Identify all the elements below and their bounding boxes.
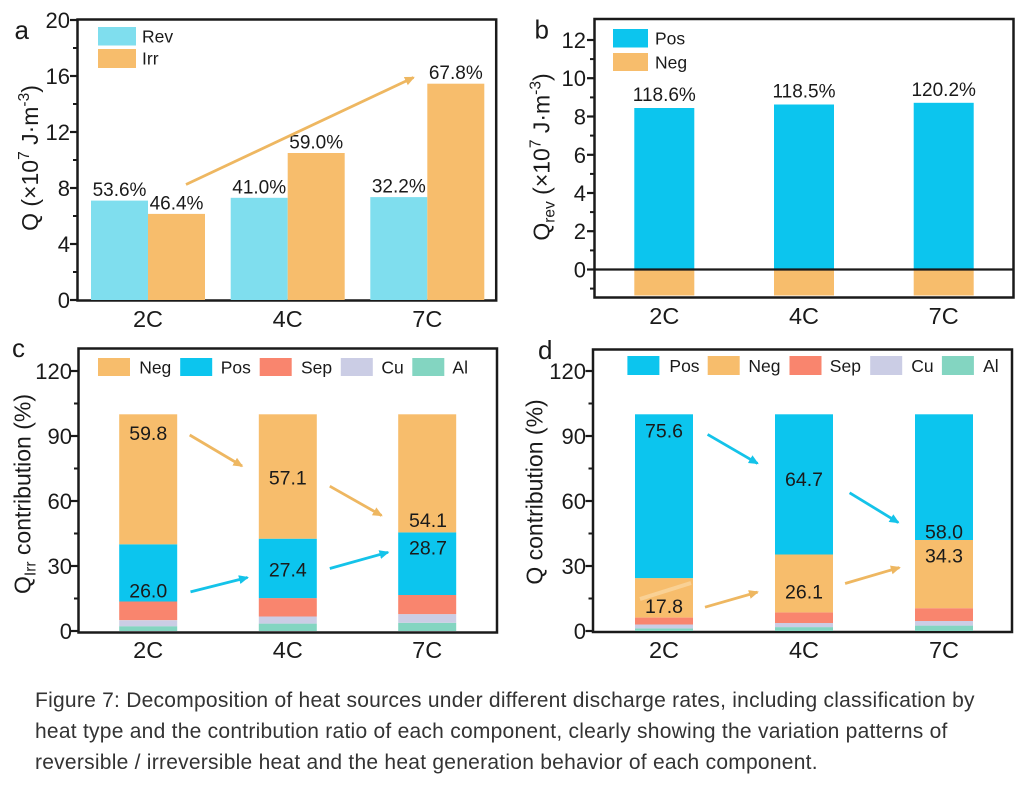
- svg-text:28.7: 28.7: [409, 538, 447, 560]
- svg-text:8: 8: [58, 176, 70, 201]
- svg-text:4: 4: [574, 181, 586, 206]
- svg-text:17.8: 17.8: [645, 596, 683, 618]
- svg-text:2: 2: [574, 219, 586, 244]
- svg-text:Neg: Neg: [748, 356, 780, 376]
- svg-text:Pos: Pos: [669, 356, 699, 376]
- svg-text:58.0: 58.0: [925, 521, 963, 543]
- svg-text:Sep: Sep: [830, 356, 861, 376]
- svg-text:Sep: Sep: [301, 358, 332, 378]
- svg-text:54.1: 54.1: [409, 510, 447, 532]
- svg-text:2C: 2C: [649, 303, 679, 329]
- svg-text:120: 120: [35, 359, 72, 384]
- svg-text:120.2%: 120.2%: [911, 80, 976, 101]
- svg-text:4C: 4C: [789, 303, 819, 329]
- svg-text:60: 60: [562, 489, 586, 514]
- svg-text:Al: Al: [452, 358, 468, 378]
- svg-text:Rev: Rev: [142, 27, 173, 47]
- svg-text:26.0: 26.0: [129, 581, 167, 603]
- svg-text:12: 12: [46, 120, 70, 145]
- svg-text:Neg: Neg: [139, 358, 171, 378]
- svg-text:0: 0: [60, 619, 72, 644]
- svg-text:27.4: 27.4: [269, 560, 307, 582]
- svg-text:60: 60: [48, 489, 72, 514]
- svg-text:Cu: Cu: [911, 356, 933, 376]
- svg-text:a: a: [15, 15, 30, 45]
- svg-text:Pos: Pos: [655, 29, 685, 49]
- svg-text:d: d: [538, 335, 552, 365]
- svg-text:53.6%: 53.6%: [93, 180, 147, 201]
- svg-text:120: 120: [549, 359, 586, 384]
- svg-text:c: c: [12, 333, 25, 363]
- svg-text:7C: 7C: [929, 303, 959, 329]
- svg-text:6: 6: [574, 143, 586, 168]
- svg-text:4C: 4C: [789, 637, 819, 663]
- svg-text:0: 0: [574, 619, 586, 644]
- svg-text:46.4%: 46.4%: [150, 193, 204, 214]
- svg-text:59.0%: 59.0%: [289, 133, 343, 154]
- svg-text:4C: 4C: [273, 637, 303, 663]
- svg-text:90: 90: [48, 424, 72, 449]
- svg-text:4C: 4C: [273, 306, 303, 332]
- svg-text:Cu: Cu: [381, 358, 403, 378]
- svg-text:26.1: 26.1: [785, 581, 823, 603]
- svg-text:75.6: 75.6: [645, 421, 683, 443]
- svg-text:32.2%: 32.2%: [372, 177, 426, 198]
- svg-text:8: 8: [574, 105, 586, 130]
- svg-text:59.8: 59.8: [129, 423, 167, 445]
- svg-text:118.5%: 118.5%: [772, 82, 835, 103]
- svg-text:16: 16: [46, 64, 70, 89]
- svg-text:64.7: 64.7: [785, 469, 823, 491]
- svg-text:0: 0: [574, 258, 586, 283]
- svg-text:30: 30: [562, 554, 586, 579]
- svg-text:90: 90: [562, 424, 586, 449]
- svg-text:41.0%: 41.0%: [232, 177, 286, 198]
- svg-text:Q contribution (%): Q contribution (%): [522, 399, 548, 584]
- svg-text:57.1: 57.1: [269, 468, 307, 490]
- svg-text:2C: 2C: [133, 637, 163, 663]
- svg-text:0: 0: [58, 288, 70, 313]
- svg-text:b: b: [535, 15, 549, 45]
- svg-text:20: 20: [46, 8, 70, 33]
- svg-text:7C: 7C: [412, 637, 442, 663]
- svg-text:118.6%: 118.6%: [633, 85, 696, 106]
- svg-text:2C: 2C: [649, 637, 679, 663]
- svg-text:Pos: Pos: [221, 358, 251, 378]
- svg-text:12: 12: [562, 28, 586, 53]
- svg-text:Neg: Neg: [655, 53, 687, 73]
- svg-text:4: 4: [58, 232, 70, 257]
- svg-text:30: 30: [48, 554, 72, 579]
- svg-text:QIrr contribution (%): QIrr contribution (%): [10, 394, 40, 594]
- svg-text:2C: 2C: [133, 306, 163, 332]
- svg-text:67.8%: 67.8%: [429, 63, 483, 84]
- svg-text:7C: 7C: [412, 306, 442, 332]
- svg-text:Irr: Irr: [142, 49, 159, 69]
- svg-text:Al: Al: [983, 356, 999, 376]
- svg-text:7C: 7C: [929, 637, 959, 663]
- svg-text:10: 10: [562, 66, 586, 91]
- svg-text:34.3: 34.3: [925, 546, 963, 568]
